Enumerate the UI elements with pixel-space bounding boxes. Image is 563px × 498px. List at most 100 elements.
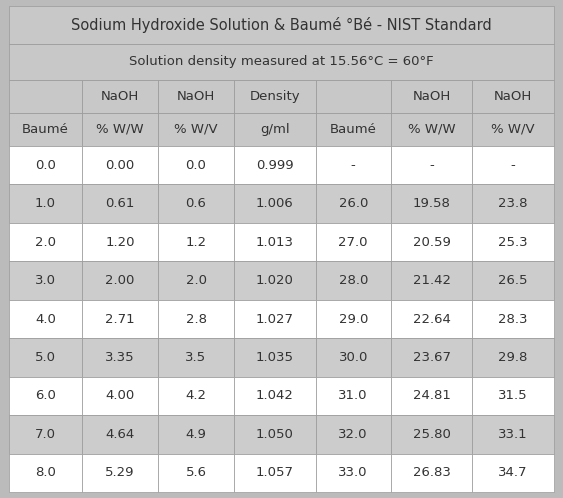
Bar <box>158 454 234 492</box>
Bar <box>316 300 391 338</box>
Text: 2.0: 2.0 <box>35 236 56 249</box>
Text: 31.0: 31.0 <box>338 389 368 402</box>
Bar <box>472 415 554 454</box>
Text: 5.0: 5.0 <box>35 351 56 364</box>
Bar <box>234 300 316 338</box>
Text: 6.0: 6.0 <box>35 389 56 402</box>
Text: 0.999: 0.999 <box>256 159 294 172</box>
Text: NaOH: NaOH <box>177 90 215 103</box>
Text: 0.6: 0.6 <box>186 197 207 210</box>
Bar <box>316 338 391 376</box>
Bar <box>316 223 391 261</box>
Bar <box>316 376 391 415</box>
Text: 1.035: 1.035 <box>256 351 294 364</box>
Text: 25.3: 25.3 <box>498 236 528 249</box>
Bar <box>9 184 82 223</box>
Bar <box>82 300 158 338</box>
Bar <box>82 184 158 223</box>
Text: 22.64: 22.64 <box>413 313 450 326</box>
Bar <box>391 415 472 454</box>
Bar <box>316 454 391 492</box>
Text: 1.20: 1.20 <box>105 236 135 249</box>
Bar <box>158 184 234 223</box>
Text: 3.0: 3.0 <box>35 274 56 287</box>
Text: 29.0: 29.0 <box>338 313 368 326</box>
Text: 0.0: 0.0 <box>186 159 207 172</box>
Text: -: - <box>429 159 434 172</box>
Bar <box>316 146 391 184</box>
Text: Density: Density <box>249 90 300 103</box>
Text: % W/V: % W/V <box>491 123 535 136</box>
Bar <box>158 223 234 261</box>
Text: 33.1: 33.1 <box>498 428 528 441</box>
Bar <box>82 113 158 146</box>
Text: Sodium Hydroxide Solution & Baumé °Bé - NIST Standard: Sodium Hydroxide Solution & Baumé °Bé - … <box>71 17 492 33</box>
Bar <box>82 338 158 376</box>
Text: 0.00: 0.00 <box>105 159 135 172</box>
Bar <box>82 454 158 492</box>
Text: 25.80: 25.80 <box>413 428 450 441</box>
Text: 32.0: 32.0 <box>338 428 368 441</box>
Text: 29.8: 29.8 <box>498 351 528 364</box>
Bar <box>9 454 82 492</box>
Bar <box>472 376 554 415</box>
Bar <box>234 376 316 415</box>
Bar <box>158 300 234 338</box>
Text: NaOH: NaOH <box>494 90 532 103</box>
Bar <box>158 261 234 300</box>
Text: 19.58: 19.58 <box>413 197 450 210</box>
Bar <box>391 223 472 261</box>
Text: 2.8: 2.8 <box>185 313 207 326</box>
Bar <box>472 300 554 338</box>
Bar <box>316 80 391 113</box>
Text: 1.006: 1.006 <box>256 197 294 210</box>
Bar <box>158 415 234 454</box>
Text: 21.42: 21.42 <box>413 274 450 287</box>
Text: 8.0: 8.0 <box>35 466 56 479</box>
Bar <box>9 146 82 184</box>
Text: 0.0: 0.0 <box>35 159 56 172</box>
Bar <box>391 454 472 492</box>
Bar <box>391 376 472 415</box>
Bar <box>158 80 234 113</box>
Bar <box>234 113 316 146</box>
Bar <box>234 454 316 492</box>
Text: 1.042: 1.042 <box>256 389 294 402</box>
Bar <box>9 80 82 113</box>
Text: 1.0: 1.0 <box>35 197 56 210</box>
Bar <box>316 415 391 454</box>
Text: 20.59: 20.59 <box>413 236 450 249</box>
Text: 3.5: 3.5 <box>185 351 207 364</box>
Bar <box>82 223 158 261</box>
Bar <box>9 300 82 338</box>
Bar <box>82 261 158 300</box>
Text: 2.71: 2.71 <box>105 313 135 326</box>
Bar <box>9 113 82 146</box>
Text: Baumé: Baumé <box>330 123 377 136</box>
Text: 30.0: 30.0 <box>338 351 368 364</box>
Text: 4.2: 4.2 <box>185 389 207 402</box>
Bar <box>234 146 316 184</box>
Text: 3.35: 3.35 <box>105 351 135 364</box>
Bar <box>316 261 391 300</box>
Bar <box>234 415 316 454</box>
Text: 33.0: 33.0 <box>338 466 368 479</box>
Bar <box>234 184 316 223</box>
Text: 2.0: 2.0 <box>185 274 207 287</box>
Text: % W/W: % W/W <box>408 123 455 136</box>
Bar <box>82 80 158 113</box>
Bar <box>82 376 158 415</box>
Text: 4.9: 4.9 <box>186 428 207 441</box>
Bar <box>158 338 234 376</box>
Text: 26.5: 26.5 <box>498 274 528 287</box>
Bar <box>9 261 82 300</box>
Bar <box>391 80 472 113</box>
Bar <box>472 113 554 146</box>
Text: 4.0: 4.0 <box>35 313 56 326</box>
Bar <box>9 415 82 454</box>
Bar <box>316 113 391 146</box>
Text: Baumé: Baumé <box>22 123 69 136</box>
Text: 31.5: 31.5 <box>498 389 528 402</box>
Bar <box>158 146 234 184</box>
Bar <box>472 184 554 223</box>
